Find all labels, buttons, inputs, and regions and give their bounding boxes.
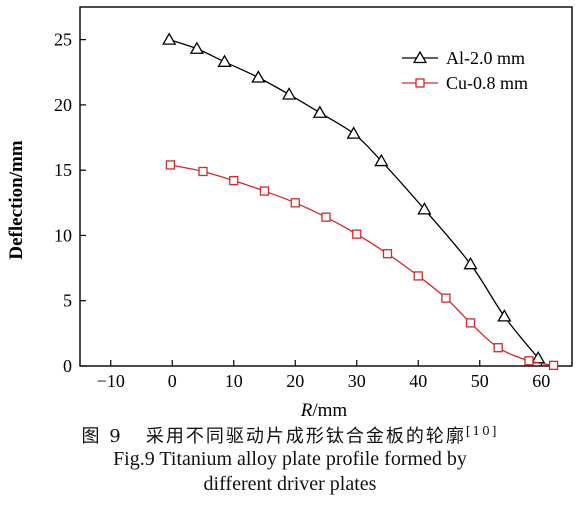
x-tick-label: 10 xyxy=(225,371,243,391)
legend-label: Al-2.0 mm xyxy=(446,48,525,68)
x-axis-label-unit: /mm xyxy=(312,400,347,421)
data-point xyxy=(346,126,361,139)
caption-chinese-text: 采用不同驱动片成形钛合金板的轮廓 xyxy=(145,426,466,447)
data-point xyxy=(374,153,389,167)
data-point xyxy=(165,160,176,170)
data-point xyxy=(290,198,300,208)
data-point xyxy=(229,175,239,186)
data-point xyxy=(251,70,266,83)
x-tick-label: 0 xyxy=(168,371,177,391)
y-tick-label: 25 xyxy=(54,30,72,50)
axes: −10 0 10 20 30 40 50 60 0 5 10 15 20 25 xyxy=(54,6,573,391)
y-tick-label: 15 xyxy=(54,160,72,180)
caption-reference: [10] xyxy=(465,424,499,438)
x-tick-label: 40 xyxy=(409,371,427,391)
caption-english-line-2: different driver plates xyxy=(203,473,377,495)
data-point xyxy=(413,271,423,281)
y-tick-label: 20 xyxy=(54,95,72,115)
data-point xyxy=(524,356,534,366)
legend-marker xyxy=(412,50,428,64)
data-point xyxy=(382,249,393,259)
data-point xyxy=(189,41,204,54)
x-axis-label: R/mm xyxy=(300,400,348,421)
data-point xyxy=(441,293,451,303)
data-point xyxy=(162,32,177,45)
data-point xyxy=(198,166,208,177)
y-axis-label: Deflection/mm xyxy=(6,140,27,259)
legend-marker xyxy=(415,78,425,88)
data-point xyxy=(217,54,232,67)
series-layer xyxy=(162,32,559,370)
data-point xyxy=(493,343,503,353)
x-tick-label: 20 xyxy=(286,371,304,391)
caption-chinese: 图 9 采用不同驱动片成形钛合金板的轮廓[10] xyxy=(0,422,580,448)
caption-english-line-1: Fig.9 Titanium alloy plate profile forme… xyxy=(113,448,467,470)
y-tick-label: 0 xyxy=(63,356,72,376)
y-tick-label: 5 xyxy=(63,291,72,311)
data-point xyxy=(352,229,362,239)
x-axis-label-symbol: R xyxy=(300,400,313,421)
data-point xyxy=(497,309,512,322)
data-point xyxy=(463,256,478,270)
legend-label: Cu-0.8 mm xyxy=(446,73,528,93)
data-point xyxy=(465,318,476,328)
x-tick-label: 60 xyxy=(532,371,550,391)
data-point xyxy=(281,87,297,100)
series-line-2 xyxy=(170,164,554,366)
data-point xyxy=(548,360,559,370)
x-tick-label: 30 xyxy=(348,371,366,391)
data-point xyxy=(417,202,432,215)
x-tick-label: −10 xyxy=(97,371,125,391)
plot-frame xyxy=(79,6,573,367)
legend: Al-2.0 mm Cu-0.8 mm xyxy=(402,48,528,93)
data-point xyxy=(259,186,270,196)
y-tick-label: 10 xyxy=(54,225,72,245)
caption-figure-number: 图 9 xyxy=(81,426,123,447)
data-point xyxy=(312,105,327,118)
data-point xyxy=(321,212,331,222)
x-tick-label: 50 xyxy=(471,371,489,391)
deflection-chart: −10 0 10 20 30 40 50 60 0 5 10 15 20 25 Al-2.0 mm Cu-0… xyxy=(6,6,573,421)
